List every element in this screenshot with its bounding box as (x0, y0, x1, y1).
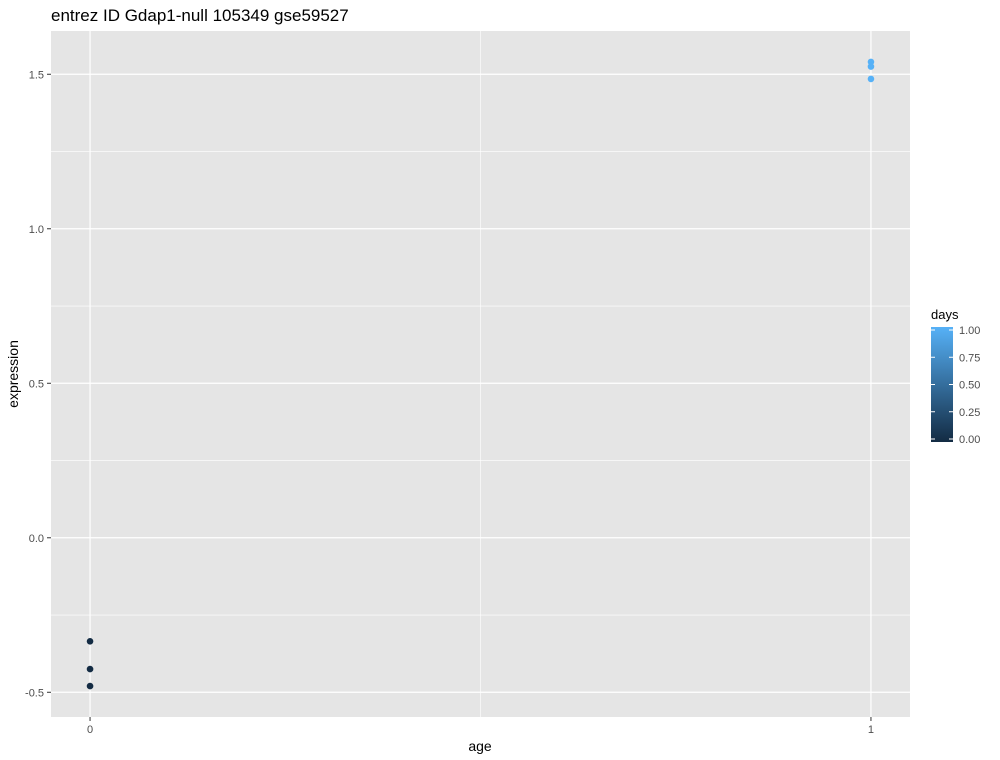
grid-lines (51, 31, 910, 717)
data-point (86, 682, 94, 690)
legend-tick-label: 0.50 (959, 380, 980, 392)
axes: -0.5 0.0 0.5 1.0 1.5 0 1 (25, 69, 874, 736)
legend-tick-label: 0.75 (959, 352, 980, 364)
data-point (867, 63, 875, 70)
color-legend: days 0.00 0.25 0.50 0.75 1.00 (931, 307, 980, 446)
y-tick-label: 0.0 (29, 533, 44, 545)
x-axis-title: age (468, 738, 492, 754)
y-tick-label: 0.5 (29, 378, 44, 390)
data-point (86, 637, 94, 645)
y-tick-label: 1.0 (29, 224, 44, 236)
legend-tick-label: 0.25 (959, 407, 980, 419)
data-point (867, 75, 875, 83)
legend-tick-label: 0.00 (959, 434, 980, 446)
x-tick-label: 0 (87, 724, 93, 736)
legend-color-bar (931, 327, 953, 442)
legend-title: days (931, 307, 959, 322)
data-point (867, 58, 875, 66)
legend-tick-label: 1.00 (959, 325, 980, 337)
data-point (86, 665, 94, 673)
y-tick-label: 1.5 (29, 69, 44, 81)
chart-title: entrez ID Gdap1-null 105349 gse59527 (51, 6, 349, 25)
data-points (86, 58, 875, 690)
y-tick-label: -0.5 (25, 687, 44, 699)
x-tick-label: 1 (868, 724, 874, 736)
legend-ticks: 0.00 0.25 0.50 0.75 1.00 (931, 325, 980, 446)
y-axis-title: expression (5, 340, 21, 408)
